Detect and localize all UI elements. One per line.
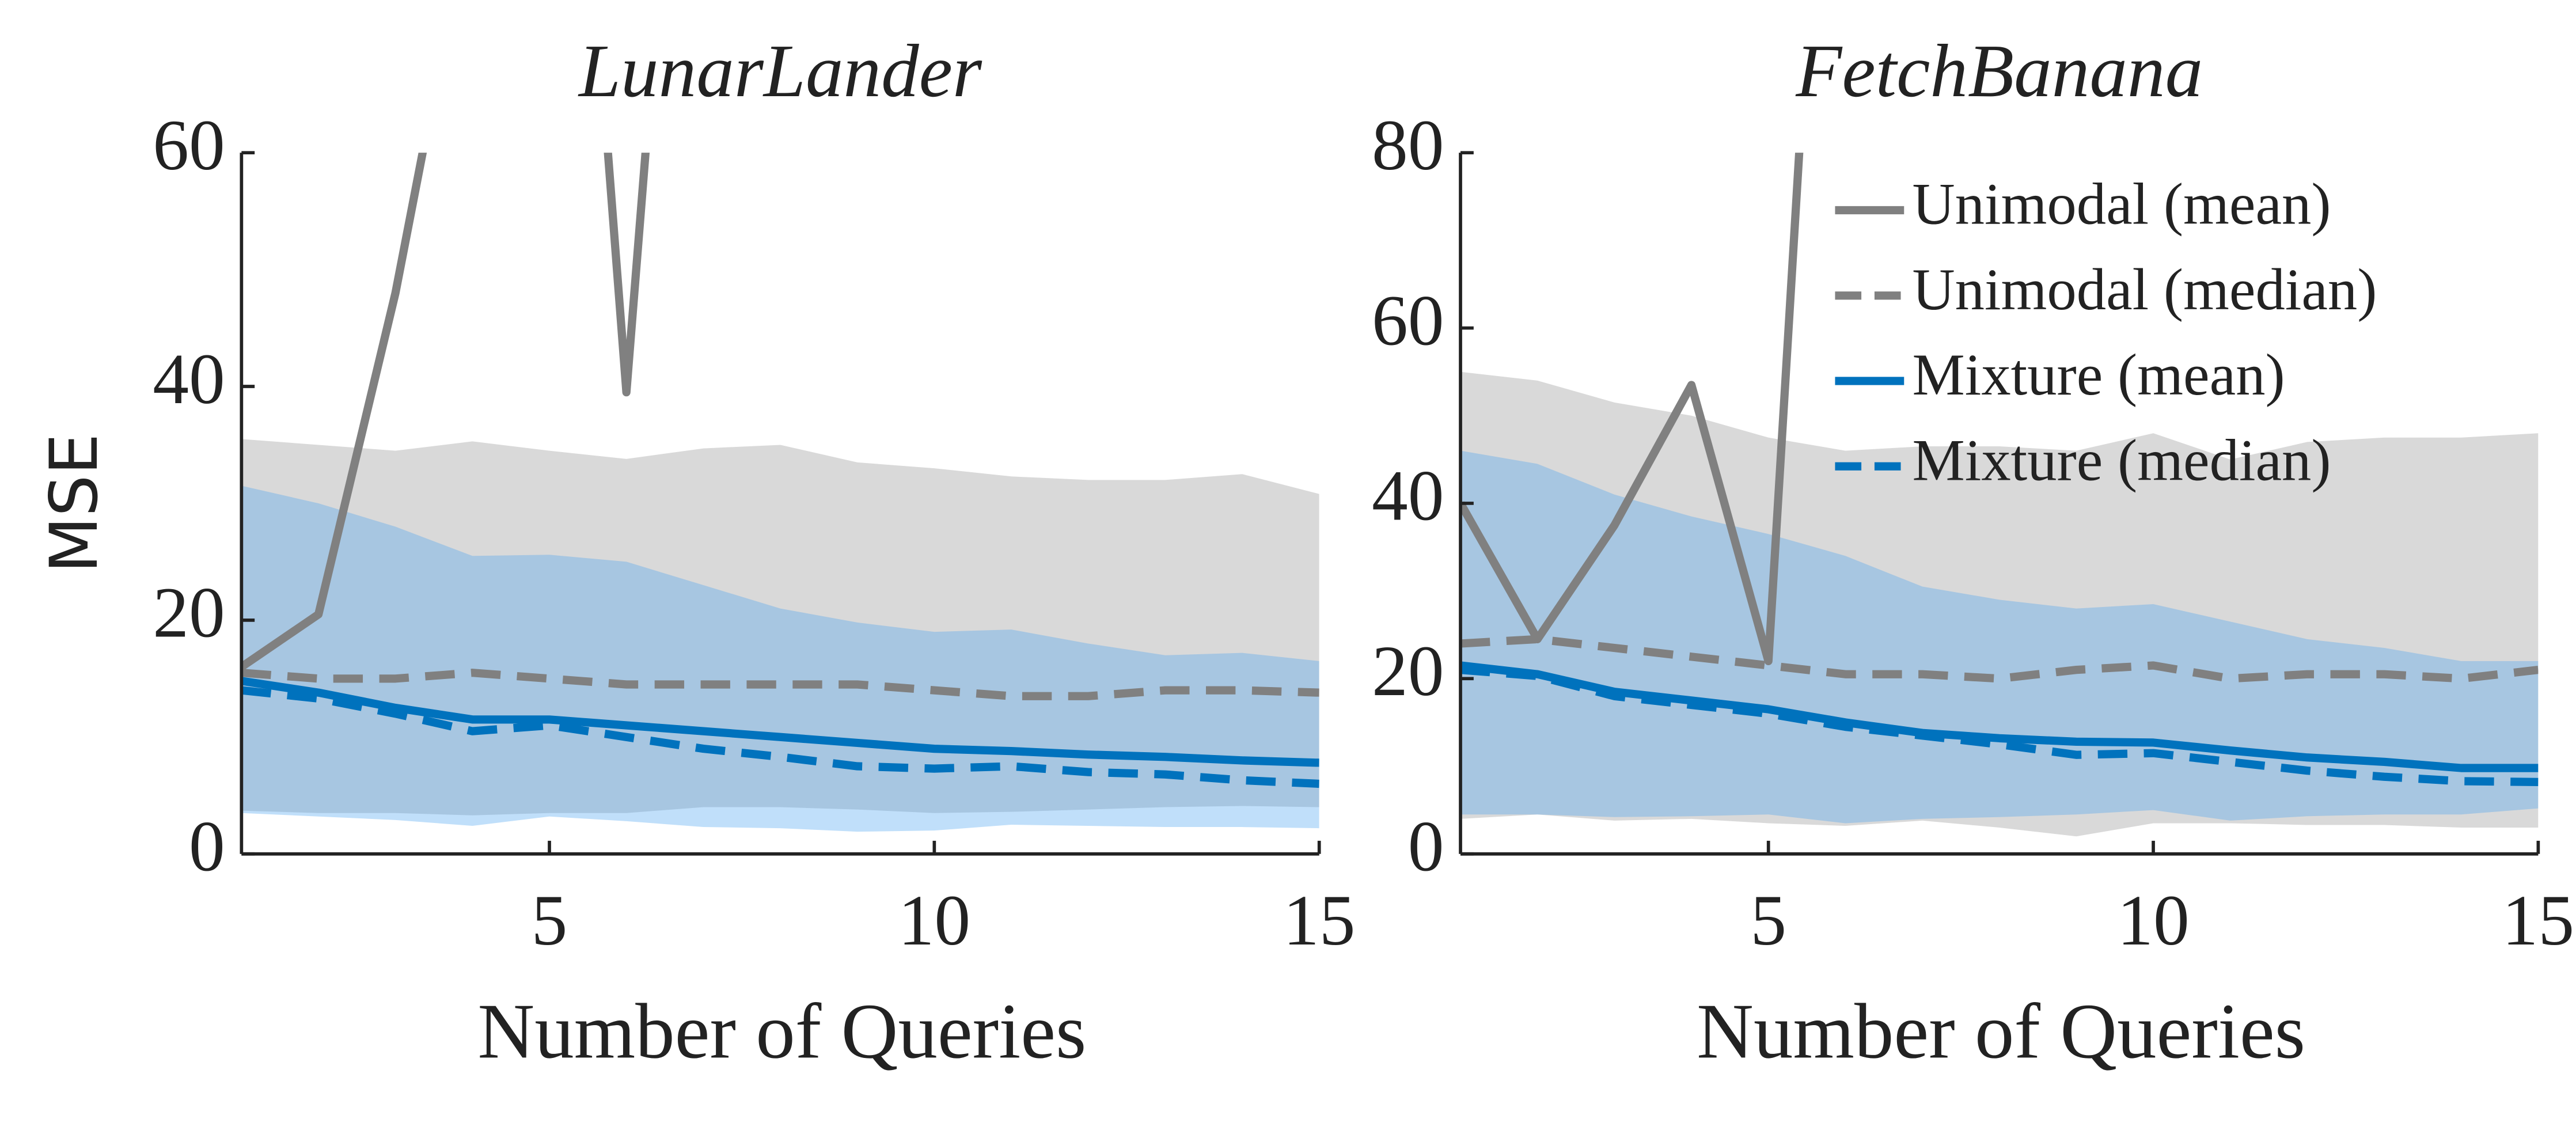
y-tick-label: 20 (1372, 631, 1444, 711)
series-line (1460, 661, 2539, 772)
chart-title: LunarLander (578, 29, 982, 113)
band (241, 485, 1319, 832)
x-tick-label: 10 (2117, 881, 2189, 961)
y-tick-label: 0 (189, 807, 225, 887)
y-tick-label: 80 (1372, 105, 1444, 185)
legend-label: Unimodal (median) (1913, 257, 2377, 323)
legend-label: Unimodal (mean) (1913, 172, 2331, 237)
y-tick-label: 40 (153, 339, 225, 419)
chart: FetchBanana 0 20 40 60 80 5 10 15 Number of Queri… (1372, 29, 2574, 1075)
series-line (1460, 635, 2539, 683)
y-tick-label: 40 (1372, 456, 1444, 536)
series-line (1460, 153, 1804, 666)
legend-label: Mixture (mean) (1913, 343, 2285, 408)
x-axis-label: Number of Queries (477, 987, 1086, 1075)
x-tick-label: 5 (532, 881, 568, 961)
y-axis-label: MSE (36, 434, 112, 574)
x-tick-label: 15 (2502, 881, 2574, 961)
series-line (241, 677, 1319, 767)
x-tick-label: 15 (1283, 881, 1355, 961)
series-line (241, 153, 650, 670)
plot-area (241, 153, 1319, 832)
chart-title: FetchBanana (1795, 29, 2203, 113)
series-line (241, 669, 1319, 700)
x-tick-label: 5 (1750, 881, 1786, 961)
y-tick-label: 60 (1372, 280, 1444, 361)
chart: LunarLander 0 20 40 60 5 10 15 Number of Queries… (36, 29, 1355, 1075)
band (1460, 371, 2539, 837)
plot-area (1460, 153, 2539, 837)
y-tick-label: 60 (153, 105, 225, 185)
x-axis-label: Number of Queries (1697, 987, 2305, 1075)
y-tick-label: 20 (153, 573, 225, 653)
legend: Unimodal (mean) Unimodal (median) Mixture … (1835, 172, 2377, 493)
x-tick-label: 10 (898, 881, 970, 961)
band (1460, 450, 2539, 824)
y-tick-label: 0 (1408, 807, 1444, 887)
legend-label: Mixture (median) (1913, 428, 2331, 493)
